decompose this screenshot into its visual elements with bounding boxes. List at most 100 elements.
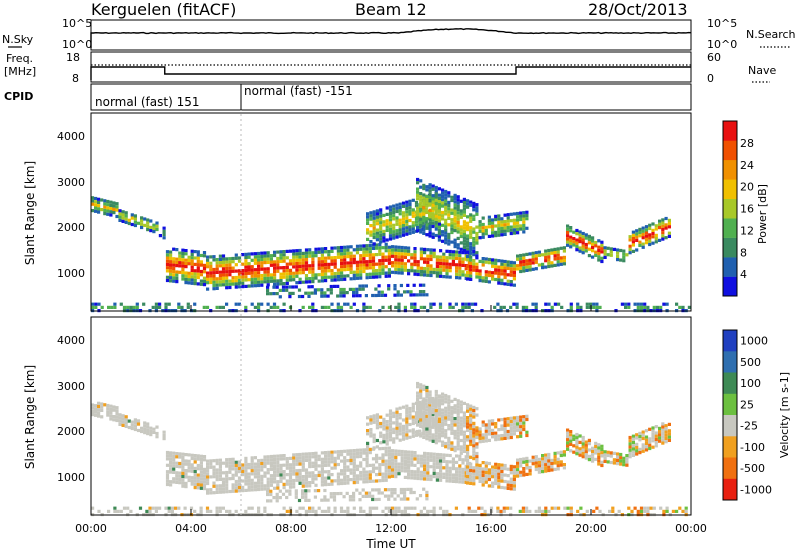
heatmap-cell bbox=[437, 228, 441, 232]
heatmap-cell bbox=[343, 472, 347, 476]
heatmap-cell bbox=[503, 436, 507, 440]
heatmap-cell bbox=[247, 466, 251, 470]
heatmap-cell bbox=[497, 466, 501, 470]
heatmap-cell bbox=[534, 254, 538, 258]
heatmap-cell bbox=[641, 436, 645, 441]
heatmap-cell bbox=[384, 249, 388, 253]
heatmap-cell bbox=[336, 305, 340, 309]
heatmap-cell bbox=[469, 414, 473, 418]
heatmap-cell bbox=[641, 245, 645, 249]
heatmap-cell bbox=[320, 464, 324, 468]
heatmap-cell bbox=[612, 461, 616, 465]
heatmap-cell bbox=[199, 473, 203, 478]
heatmap-cell bbox=[288, 479, 293, 483]
heatmap-cell bbox=[269, 477, 273, 481]
heatmap-cell bbox=[407, 453, 411, 457]
heatmap-cell bbox=[505, 506, 510, 510]
heatmap-cell bbox=[437, 439, 441, 443]
heatmap-cell bbox=[509, 228, 513, 232]
heatmap-cell bbox=[439, 258, 443, 262]
heatmap-cell bbox=[364, 294, 368, 298]
heatmap-cell bbox=[439, 472, 443, 476]
heatmap-cell bbox=[410, 476, 414, 480]
heatmap-cell bbox=[456, 421, 460, 425]
heatmap-cell bbox=[437, 187, 441, 191]
heatmap-cell bbox=[499, 305, 503, 309]
heatmap-cell bbox=[266, 477, 270, 481]
heatmap-cell bbox=[215, 280, 219, 284]
heatmap-cell bbox=[308, 277, 312, 281]
heatmap-cell bbox=[292, 453, 296, 457]
heatmap-cell bbox=[447, 395, 451, 399]
heatmap-cell bbox=[368, 256, 372, 260]
heatmap-cell bbox=[401, 431, 406, 435]
heatmap-cell bbox=[158, 506, 162, 510]
heatmap-cell bbox=[547, 462, 551, 466]
heatmap-cell bbox=[225, 276, 229, 280]
heatmap-cell bbox=[304, 478, 309, 482]
heatmap-cell bbox=[218, 490, 222, 494]
heatmap-cell bbox=[418, 293, 423, 297]
heatmap-cell bbox=[462, 201, 466, 205]
heatmap-cell bbox=[606, 453, 610, 458]
heatmap-cell bbox=[401, 428, 406, 432]
heatmap-cell bbox=[250, 281, 254, 285]
nsky-trace bbox=[90, 27, 692, 48]
heatmap-cell bbox=[387, 488, 391, 492]
power-y-tick-2000: 2000 bbox=[57, 221, 85, 234]
heatmap-cell bbox=[425, 392, 429, 396]
heatmap-cell bbox=[537, 263, 541, 267]
heatmap-cell bbox=[578, 240, 582, 244]
heatmap-cell bbox=[450, 422, 454, 426]
heatmap-cell bbox=[387, 472, 391, 476]
heatmap-cell bbox=[215, 462, 219, 466]
heatmap-cell bbox=[155, 227, 159, 232]
heatmap-cell bbox=[250, 265, 254, 269]
heatmap-cell bbox=[478, 463, 482, 467]
heatmap-cell bbox=[484, 461, 488, 465]
heatmap-cell bbox=[627, 305, 631, 309]
heatmap-cell bbox=[196, 253, 200, 257]
heatmap-cell bbox=[366, 218, 370, 222]
heatmap-cell bbox=[426, 464, 430, 469]
heatmap-cell bbox=[406, 290, 410, 294]
heatmap-cell bbox=[437, 209, 441, 213]
heatmap-cell bbox=[522, 473, 526, 477]
heatmap-cell bbox=[362, 451, 366, 455]
heatmap-cell bbox=[399, 491, 403, 495]
heatmap-cell bbox=[664, 223, 668, 227]
heatmap-cell bbox=[428, 412, 432, 416]
heatmap-cell bbox=[451, 457, 455, 461]
heatmap-cell bbox=[269, 263, 273, 267]
heatmap-cell bbox=[506, 213, 510, 217]
heatmap-cell bbox=[395, 413, 399, 418]
heatmap-cell bbox=[359, 470, 363, 475]
heatmap-cell bbox=[298, 481, 302, 485]
heatmap-cell bbox=[196, 256, 200, 260]
heatmap-cell bbox=[491, 435, 495, 439]
heatmap-cell bbox=[472, 265, 476, 269]
heatmap-cell bbox=[169, 263, 173, 267]
heatmap-cell bbox=[547, 264, 551, 269]
heatmap-cell bbox=[266, 492, 270, 497]
heatmap-cell bbox=[442, 259, 446, 263]
heatmap-cell bbox=[184, 265, 188, 269]
heatmap-cell bbox=[292, 278, 296, 282]
heatmap-cell bbox=[121, 210, 125, 214]
heatmap-cell bbox=[330, 275, 334, 279]
heatmap-cell bbox=[324, 476, 328, 480]
heatmap-cell bbox=[481, 461, 485, 465]
heatmap-cell bbox=[247, 478, 251, 483]
heatmap-cell bbox=[480, 506, 484, 510]
heatmap-cell bbox=[362, 448, 366, 452]
heatmap-cell bbox=[257, 267, 261, 272]
heatmap-cell bbox=[594, 457, 598, 461]
heatmap-cell bbox=[516, 254, 520, 258]
heatmap-cell bbox=[497, 479, 501, 483]
heatmap-cell bbox=[648, 443, 652, 447]
heatmap-cell bbox=[320, 473, 324, 477]
heatmap-cell bbox=[359, 266, 363, 271]
heatmap-cell bbox=[447, 446, 451, 450]
heatmap-cell bbox=[375, 438, 379, 443]
heatmap-cell bbox=[655, 305, 660, 309]
